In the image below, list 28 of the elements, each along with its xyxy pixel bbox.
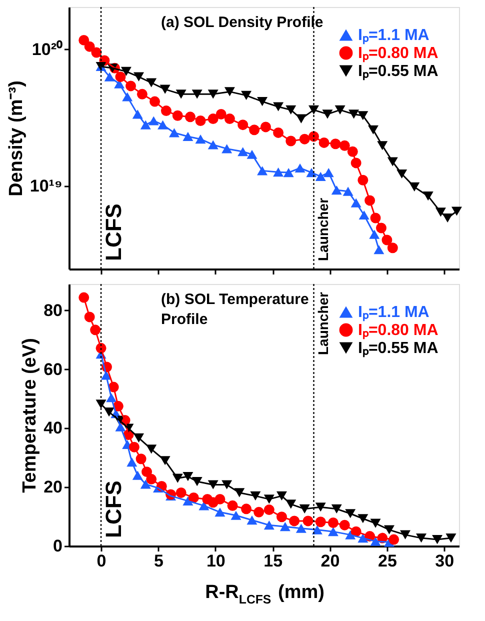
legend-label: Iₚ=0.55 MA bbox=[358, 340, 439, 358]
x-tick-label: 25 bbox=[378, 552, 397, 570]
ref-line-label: Launcher bbox=[314, 197, 331, 261]
y-tick-label: 20 bbox=[44, 478, 62, 497]
y-tick-label: 80 bbox=[44, 300, 62, 320]
y-tick-label: 10²⁰ bbox=[32, 40, 62, 59]
x-tick-label: 30 bbox=[435, 552, 454, 570]
text: (a) SOL Density Profile bbox=[161, 14, 324, 31]
x-tick-label: 0 bbox=[96, 552, 106, 570]
ref-line-label: Launcher bbox=[314, 291, 331, 356]
x-tick-label: 20 bbox=[320, 552, 340, 570]
y-axis-title: Temperature (eV) bbox=[20, 338, 41, 493]
y-tick-label: 10¹⁹ bbox=[30, 176, 62, 196]
x-tick-label: 5 bbox=[154, 552, 164, 570]
y-axis-title: Density (m⁻³) bbox=[6, 80, 27, 196]
ref-line-label: LCFS bbox=[101, 480, 126, 538]
legend-label: Iₚ=1.1 MA bbox=[358, 27, 430, 45]
ref-line-label: LCFS bbox=[101, 204, 126, 261]
y-tick-label: 60 bbox=[44, 360, 62, 379]
y-tick-label: 0 bbox=[53, 536, 62, 556]
x-tick-label: 15 bbox=[264, 552, 283, 570]
legend-label: Iₚ=0.80 MA bbox=[358, 322, 439, 340]
legend-label: Iₚ=0.80 MA bbox=[358, 45, 439, 63]
legend-label: Iₚ=1.1 MA bbox=[358, 304, 430, 322]
x-tick-label: 10 bbox=[206, 552, 226, 570]
text: (b) SOL Temperature Profile bbox=[161, 291, 309, 328]
legend-label: Iₚ=0.55 MA bbox=[358, 63, 439, 81]
y-tick-label: 40 bbox=[44, 418, 62, 438]
